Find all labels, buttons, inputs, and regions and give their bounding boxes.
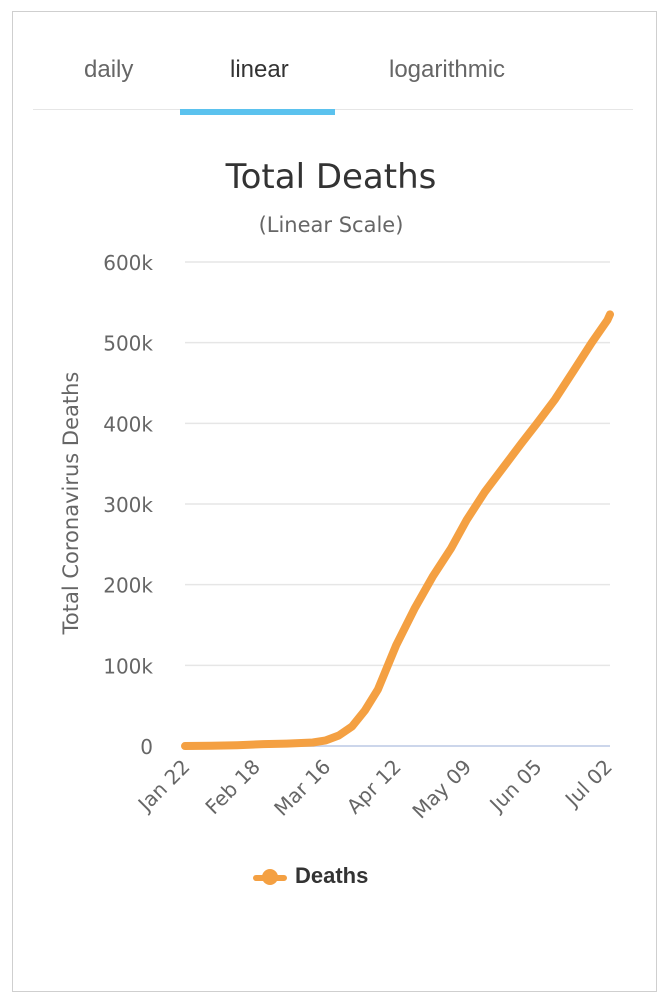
data-point[interactable] [464,518,469,523]
tab-linear[interactable]: linear [230,56,289,83]
data-point[interactable] [553,397,558,402]
data-point[interactable] [183,744,187,748]
data-point[interactable] [589,340,594,345]
chart-title: Total Deaths [225,157,437,197]
data-point[interactable] [482,489,487,494]
chart-card: daily linear logarithmic [12,11,657,992]
data-point[interactable] [394,643,399,648]
tab-daily[interactable]: daily [84,56,134,83]
x-tick-label: Feb 18 [200,755,265,820]
data-point[interactable] [209,743,214,748]
x-tick-label: Jan 22 [132,755,195,818]
x-tick-label: Jun 05 [484,755,547,818]
data-point[interactable] [284,741,289,746]
x-tick-label: Mar 16 [269,755,335,821]
y-tick-label: 600k [103,251,153,275]
chart-subtitle: (Linear Scale) [259,213,404,237]
y-tick-label: 100k [103,654,153,678]
legend-label-deaths: Deaths [295,863,369,888]
x-tick-label: May 09 [407,755,476,824]
data-point[interactable] [235,743,240,748]
data-point[interactable] [375,687,380,692]
y-tick-label: 500k [103,332,153,356]
data-point[interactable] [430,574,435,579]
data-point[interactable] [261,742,266,747]
x-tick-label: Apr 12 [342,755,406,819]
y-axis-title: Total Coronavirus Deaths [59,372,83,636]
tab-logarithmic[interactable]: logarithmic [389,56,506,83]
data-point[interactable] [349,724,354,729]
data-point[interactable] [605,318,610,323]
x-tick-label: Jul 02 [559,755,617,813]
series-line-deaths[interactable] [181,310,614,750]
active-tab-indicator [180,109,335,115]
legend-symbol-marker [262,869,278,885]
y-tick-label: 0 [140,735,153,759]
data-point[interactable] [519,441,524,446]
y-tick-label: 400k [103,412,153,436]
data-point[interactable] [535,421,539,426]
y-tick-label: 200k [103,574,153,598]
data-point[interactable] [501,465,506,470]
data-point[interactable] [323,738,328,743]
data-point[interactable] [449,546,453,551]
data-point[interactable] [412,606,417,611]
data-point[interactable] [571,368,576,373]
data-point[interactable] [608,312,612,317]
data-point[interactable] [310,740,315,745]
data-point[interactable] [336,733,341,738]
data-point[interactable] [362,708,367,713]
y-tick-label: 300k [103,493,153,517]
